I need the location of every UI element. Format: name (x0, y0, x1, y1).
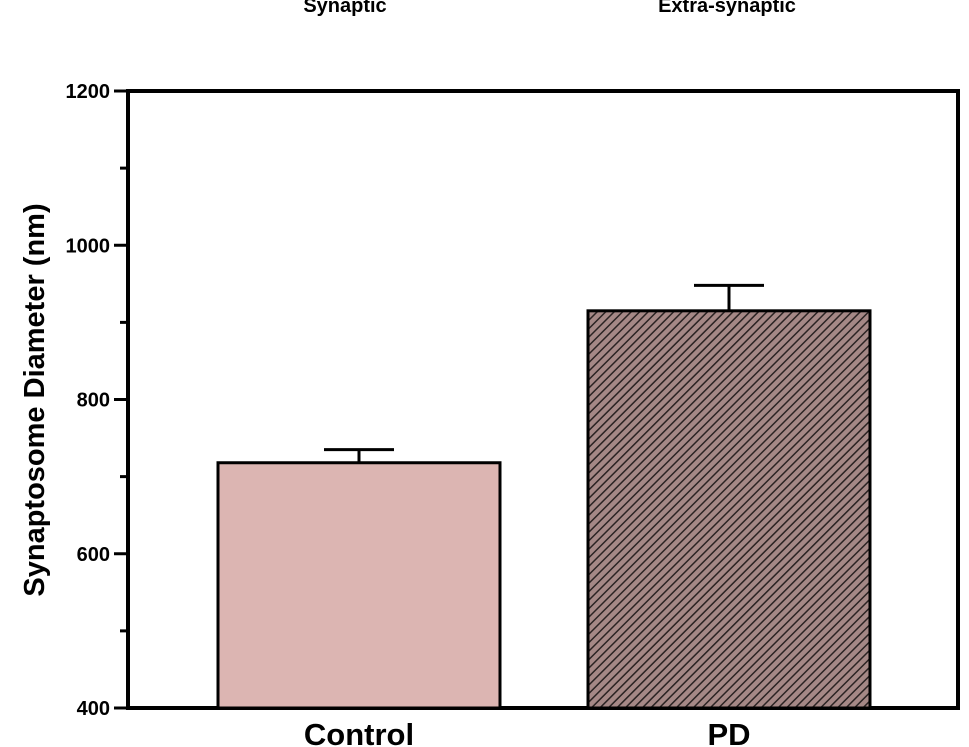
x-category-label-pd: PD (707, 717, 750, 747)
y-tick-label: 400 (77, 698, 110, 720)
header-label-synaptic: Synaptic (303, 0, 386, 17)
y-tick-label: 800 (77, 390, 110, 412)
header-label-extra-synaptic: Extra-synaptic (658, 0, 796, 17)
y-tick-label: 600 (77, 544, 110, 566)
bar-pd (586, 309, 872, 710)
plot-area: 400 600 800 1000 1200 (66, 81, 960, 720)
y-tick-label: 1000 (66, 235, 111, 257)
x-category-label-control: Control (304, 717, 414, 747)
bar-control (216, 461, 502, 710)
y-axis-title: Synaptosome Diameter (nm) (19, 203, 51, 596)
y-tick-label: 1200 (66, 81, 111, 103)
